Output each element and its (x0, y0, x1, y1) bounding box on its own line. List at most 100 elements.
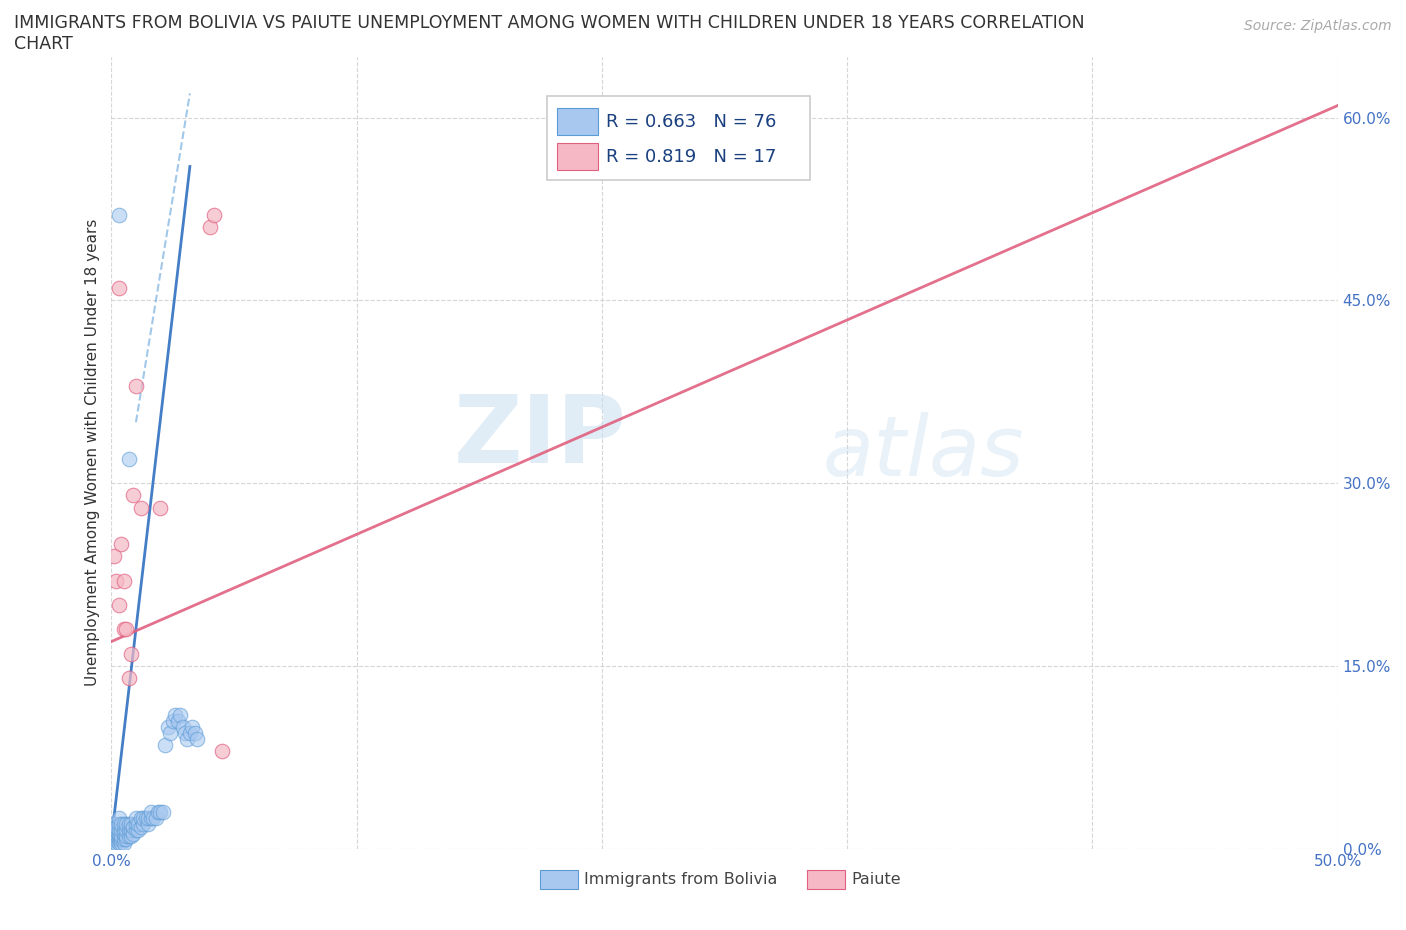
Point (107, 823, 129, 838)
Point (159, 725, 181, 740)
Point (135, 811, 157, 826)
Point (127, 817, 149, 831)
Point (105, 831, 128, 846)
Point (129, 819, 152, 834)
Point (120, 817, 142, 831)
Point (152, 804, 174, 819)
Point (146, 804, 169, 819)
Point (115, 823, 138, 838)
Point (184, 725, 207, 740)
Point (107, 835, 129, 850)
Point (174, 725, 197, 740)
Point (172, 720, 194, 735)
Point (112, 831, 135, 846)
Point (103, 832, 125, 847)
Point (139, 811, 162, 826)
Point (176, 732, 198, 747)
Point (105, 827, 128, 842)
Point (107, 827, 129, 842)
Point (122, 488, 145, 503)
Point (103, 819, 125, 834)
Point (132, 811, 155, 826)
Point (117, 671, 139, 685)
Point (107, 207, 129, 222)
Point (112, 827, 135, 842)
Point (125, 823, 148, 838)
Text: R = 0.663   N = 76: R = 0.663 N = 76 (606, 113, 776, 131)
Point (105, 573, 128, 588)
Point (117, 451, 139, 466)
Point (127, 823, 149, 838)
Point (110, 831, 132, 846)
Text: ZIP: ZIP (454, 391, 627, 483)
Point (110, 537, 132, 551)
Point (145, 811, 167, 826)
Text: IMMIGRANTS FROM BOLIVIA VS PAIUTE UNEMPLOYMENT AMONG WOMEN WITH CHILDREN UNDER 1: IMMIGRANTS FROM BOLIVIA VS PAIUTE UNEMPL… (14, 14, 1084, 32)
Point (110, 817, 132, 831)
Text: CHART: CHART (14, 35, 73, 53)
Point (186, 732, 208, 747)
Point (107, 598, 129, 613)
Point (165, 707, 187, 722)
Point (166, 713, 188, 728)
Point (110, 823, 132, 838)
Point (105, 823, 128, 838)
Point (105, 829, 128, 844)
Point (142, 811, 165, 826)
Text: Source: ZipAtlas.com: Source: ZipAtlas.com (1244, 19, 1392, 33)
Point (149, 500, 172, 515)
Point (202, 207, 225, 222)
Point (120, 823, 142, 838)
Point (103, 829, 125, 844)
Point (103, 817, 125, 831)
Point (129, 500, 152, 515)
Point (181, 720, 204, 735)
Point (103, 823, 125, 838)
Point (117, 817, 139, 831)
Point (112, 622, 135, 637)
Point (112, 573, 135, 588)
Point (117, 823, 139, 838)
Point (115, 622, 138, 637)
Point (156, 720, 179, 735)
Point (149, 804, 172, 819)
Point (112, 823, 135, 838)
Point (122, 827, 145, 842)
Point (117, 829, 139, 844)
Point (125, 817, 148, 831)
Point (103, 831, 125, 846)
Point (122, 819, 145, 834)
Point (211, 744, 233, 759)
Point (198, 220, 221, 235)
Point (125, 379, 148, 393)
Point (107, 281, 129, 296)
Point (110, 829, 132, 844)
Point (162, 713, 184, 728)
Point (103, 835, 125, 850)
Point (105, 835, 128, 850)
Y-axis label: Unemployment Among Women with Children Under 18 years: Unemployment Among Women with Children U… (86, 219, 100, 686)
Point (115, 831, 138, 846)
Point (136, 811, 159, 826)
Point (169, 707, 191, 722)
Text: Immigrants from Bolivia: Immigrants from Bolivia (583, 871, 778, 887)
Point (139, 804, 162, 819)
Point (125, 811, 148, 826)
Point (115, 829, 138, 844)
Point (112, 835, 135, 850)
Point (112, 817, 135, 831)
Point (105, 819, 128, 834)
Point (179, 725, 201, 740)
Point (103, 827, 125, 842)
FancyBboxPatch shape (547, 97, 810, 179)
Text: Paiute: Paiute (851, 871, 901, 887)
Point (132, 817, 155, 831)
Point (107, 811, 129, 826)
Point (136, 817, 159, 831)
Point (107, 831, 129, 846)
Point (155, 737, 177, 752)
FancyBboxPatch shape (557, 108, 598, 135)
Text: atlas: atlas (823, 412, 1024, 493)
Point (120, 829, 142, 844)
Point (103, 549, 125, 564)
